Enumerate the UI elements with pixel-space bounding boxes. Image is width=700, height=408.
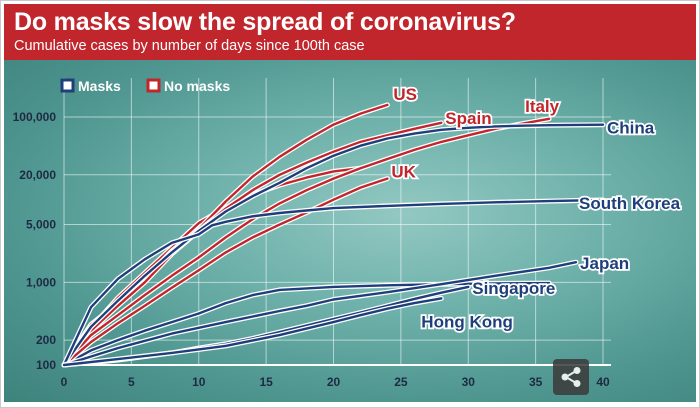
chart-subtitle: Cumulative cases by number of days since… (14, 38, 365, 54)
legend-layer: Masks No masks (60, 78, 230, 94)
x-tick-label: 20 (327, 375, 341, 389)
series-line-hong-kong (62, 297, 443, 367)
x-tick-label: 0 (61, 375, 68, 389)
y-tick-label: 5,000 (26, 218, 56, 232)
labels-layer: 100 200 1,000 5,000 20,000 100,000 0 5 10 15 20 25 3… (13, 83, 683, 389)
series-line-japan (62, 261, 578, 367)
series-line-spain (62, 121, 443, 367)
y-tick-label: 200 (36, 333, 56, 347)
series-label-japan: Japan (580, 254, 629, 273)
x-tick-label: 35 (529, 375, 543, 389)
series-label-hong-kong: Hong Kong (421, 312, 513, 331)
share-button[interactable] (553, 359, 589, 395)
y-tick-label: 100 (36, 358, 56, 372)
x-tick-label: 15 (259, 375, 273, 389)
x-tick-label: 30 (462, 375, 476, 389)
series-label-spain: Spain (445, 109, 491, 128)
legend-label-no-masks: No masks (164, 78, 230, 94)
series-label-us: US (393, 85, 417, 104)
x-tick-label: 25 (394, 375, 408, 389)
unlabeled-series-line-halo (61, 165, 363, 368)
series-line-south-korea (62, 198, 605, 367)
series-line-china (62, 123, 605, 367)
chart-header: Do masks slow the spread of coronavirus?… (4, 4, 696, 60)
x-tick-label: 5 (128, 375, 135, 389)
y-tick-label: 100,000 (13, 110, 57, 124)
series-label-italy: Italy (525, 97, 560, 116)
legend-label-masks: Masks (78, 78, 121, 94)
legend-swatch-masks (60, 78, 75, 93)
y-tick-label: 1,000 (26, 275, 56, 289)
y-tick-label: 20,000 (19, 168, 56, 182)
series-line-italy (62, 117, 551, 367)
series-label-south-korea: South Korea (579, 194, 681, 213)
unlabeled-series-line (62, 166, 362, 367)
series-label-china: China (607, 119, 655, 138)
x-tick-label: 40 (596, 375, 610, 389)
chart-title: Do masks slow the spread of coronavirus? (14, 8, 516, 36)
series-label-uk: UK (391, 163, 416, 182)
series-label-singapore: Singapore (472, 279, 555, 298)
legend-swatch-no-masks (146, 78, 161, 93)
share-icon (561, 367, 581, 387)
x-tick-label: 10 (192, 375, 206, 389)
series-line-uk (62, 177, 389, 367)
lines-layer (61, 102, 606, 368)
